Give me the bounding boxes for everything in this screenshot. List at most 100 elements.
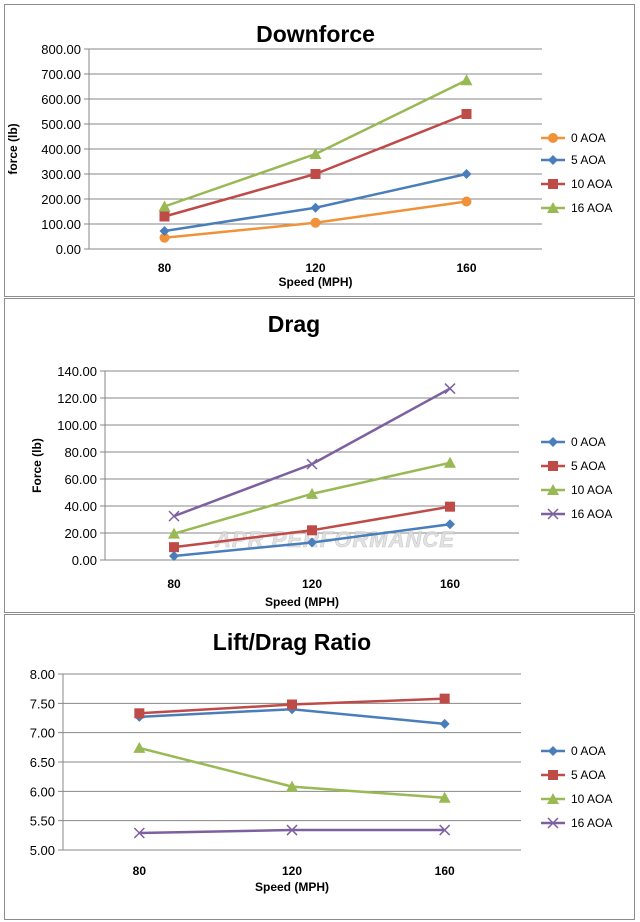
- data-point: [310, 169, 321, 179]
- data-point: [307, 525, 317, 536]
- data-point: [461, 169, 472, 179]
- x-tick-label: 160: [440, 577, 460, 591]
- legend-label: 16 AOA: [571, 507, 612, 521]
- data-point: [461, 109, 472, 119]
- legend-marker: [548, 746, 558, 756]
- legend-label: 10 AOA: [571, 792, 612, 806]
- data-point: [286, 780, 298, 792]
- y-tick-label: 5.00: [30, 843, 55, 858]
- y-tick-label: 100.00: [57, 418, 97, 433]
- y-tick-label: 6.00: [30, 784, 55, 799]
- data-point: [461, 196, 472, 207]
- y-tick-label: 120.00: [57, 391, 97, 406]
- y-tick-label: 140.00: [57, 364, 97, 379]
- data-point: [159, 232, 170, 243]
- x-tick-label: 160: [435, 864, 455, 878]
- data-point: [460, 74, 473, 86]
- chart-title: Downforce: [256, 21, 375, 47]
- x-tick-label: 120: [305, 261, 325, 275]
- y-tick-label: 100.00: [41, 217, 81, 232]
- y-tick-label: 800.00: [41, 42, 81, 57]
- y-tick-label: 80.00: [64, 445, 97, 460]
- data-point: [309, 148, 322, 159]
- x-tick-label: 120: [282, 864, 302, 878]
- x-tick-label: 80: [167, 577, 181, 591]
- legend-label: 5 AOA: [571, 459, 606, 473]
- data-point: [133, 827, 145, 839]
- data-point: [159, 226, 170, 236]
- data-point: [158, 200, 171, 212]
- data-point: [444, 456, 456, 468]
- legend-marker: [548, 461, 558, 471]
- legend-label: 5 AOA: [571, 768, 606, 782]
- legend-marker: [548, 437, 558, 447]
- legend-label: 0 AOA: [571, 131, 606, 145]
- y-axis-title: Force (lb): [30, 438, 44, 493]
- lift-drag-ratio-chart: Lift/Drag Ratio 5.00 5.50 6.00 6.50 7.00 7.50 8…: [4, 614, 635, 920]
- y-tick-label: 0.00: [56, 242, 81, 257]
- y-tick-label: 8.00: [30, 667, 55, 682]
- data-point: [444, 383, 456, 395]
- data-point: [307, 537, 317, 548]
- data-point: [286, 824, 298, 836]
- legend-marker: [548, 155, 558, 165]
- data-point: [306, 458, 318, 470]
- legend-marker: [547, 484, 559, 495]
- y-axis-title: force (lb): [6, 123, 20, 174]
- x-tick-label: 160: [456, 261, 476, 275]
- y-tick-label: 7.50: [30, 696, 55, 711]
- data-point: [310, 217, 321, 228]
- y-tick-label: 5.50: [30, 814, 55, 829]
- y-tick-label: 6.50: [30, 755, 55, 770]
- y-tick-label: 40.00: [64, 499, 97, 514]
- drag-chart: Drag 0.00 20.00 40.00 60.00 80.00 100.00 120.00…: [4, 298, 635, 613]
- y-tick-label: 300.00: [41, 167, 81, 182]
- y-tick-label: 400.00: [41, 142, 81, 157]
- y-tick-label: 20.00: [64, 526, 97, 541]
- data-point: [438, 791, 451, 803]
- chart-title: Lift/Drag Ratio: [213, 629, 371, 655]
- legend-label: 0 AOA: [571, 435, 606, 449]
- series-line-10-aoa: [164, 112, 467, 218]
- x-axis-title: Speed (MPH): [265, 595, 339, 609]
- legend-marker: [547, 202, 559, 213]
- y-tick-label: 0.00: [72, 553, 97, 568]
- x-axis-title: Speed (MPH): [278, 275, 352, 289]
- legend-label: 16 AOA: [571, 816, 612, 830]
- data-point: [439, 718, 450, 729]
- data-point: [439, 693, 450, 704]
- data-point: [287, 699, 297, 710]
- data-point: [169, 542, 179, 553]
- y-tick-label: 700.00: [41, 67, 81, 82]
- legend-marker: [547, 793, 559, 804]
- data-point: [439, 824, 451, 836]
- y-tick-label: 7.00: [30, 726, 55, 741]
- data-point: [169, 550, 179, 561]
- y-tick-label: 500.00: [41, 117, 81, 132]
- legend-label: 10 AOA: [571, 483, 612, 497]
- x-axis-title: Speed (MPH): [255, 880, 329, 894]
- legend-marker: [547, 508, 559, 520]
- data-point: [306, 487, 318, 499]
- chart-title: Drag: [268, 311, 320, 337]
- legend-label: 16 AOA: [571, 201, 612, 215]
- y-tick-label: 60.00: [64, 472, 97, 487]
- data-point: [168, 527, 180, 539]
- data-point: [133, 741, 146, 753]
- legend-marker: [548, 179, 558, 189]
- legend-label: 10 AOA: [571, 177, 612, 191]
- legend-label: 5 AOA: [571, 153, 606, 167]
- data-point: [445, 519, 455, 530]
- legend-marker: [547, 817, 559, 829]
- x-tick-label: 80: [133, 864, 147, 878]
- downforce-chart: Downforce 0.00 100.00 200.00 300.00 400.00 500…: [4, 4, 635, 297]
- data-point: [168, 510, 180, 522]
- data-point: [445, 501, 455, 512]
- x-tick-label: 80: [158, 261, 172, 275]
- legend-label: 0 AOA: [571, 744, 606, 758]
- x-tick-label: 120: [302, 577, 322, 591]
- legend-marker: [548, 770, 558, 780]
- y-tick-label: 600.00: [41, 92, 81, 107]
- legend-marker: [548, 133, 558, 143]
- data-point: [159, 211, 170, 222]
